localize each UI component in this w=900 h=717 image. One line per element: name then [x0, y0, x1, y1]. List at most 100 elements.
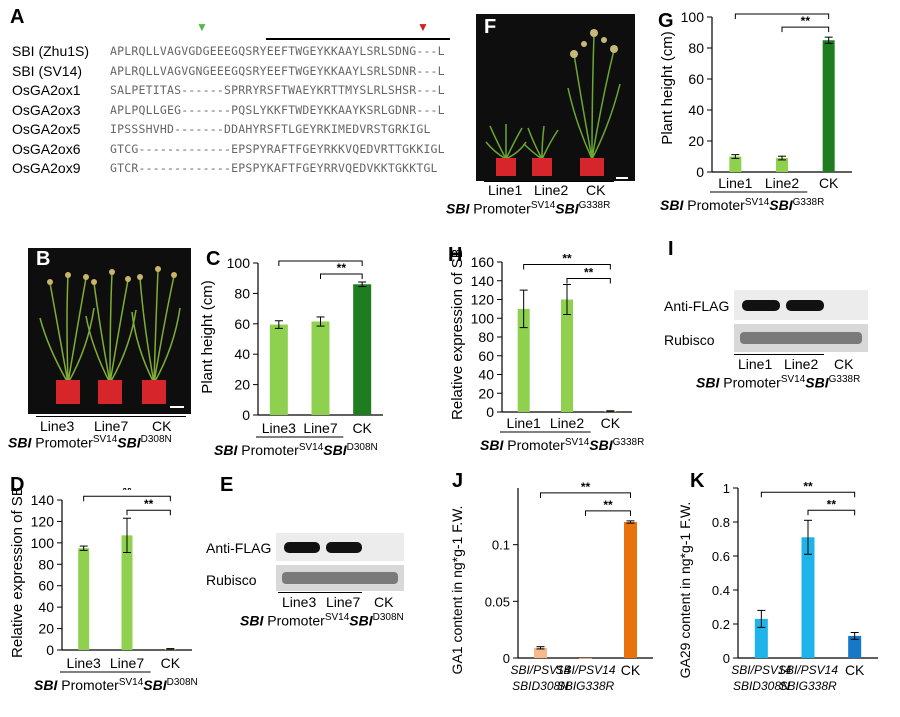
significance-bracket — [760, 491, 856, 498]
genotype-label-i: SBI PromoterSV14SBIG338R — [696, 374, 861, 391]
y-tick-label: 0 — [486, 404, 494, 420]
western-blot-flag-i — [734, 290, 868, 320]
bar — [801, 537, 815, 658]
panel-g-letter: G — [658, 10, 674, 32]
panel-d-letter: D — [10, 474, 25, 496]
significance-bracket — [781, 26, 830, 33]
lane-label-f-1: Line1 — [488, 182, 523, 198]
significance-bracket — [734, 13, 830, 19]
y-tick-label: 0.2 — [712, 617, 730, 632]
chart-h-expression: 0 20 40 60 80 100 120 140 160 Relative expression… — [449, 250, 644, 453]
bar — [269, 324, 288, 415]
lane-label-b-3: CK — [152, 418, 172, 434]
y-tick-label: 100 — [31, 535, 55, 551]
sequence-name: SBI (SV14) — [12, 62, 83, 79]
category-label: Line1 — [718, 175, 752, 191]
panel-b-letter: B — [36, 248, 51, 270]
lane-label-f-3: CK — [586, 182, 606, 198]
y-axis-label: Relative expression of SBI — [9, 488, 26, 658]
significance-bracket — [278, 260, 363, 266]
category-label: CK — [352, 420, 372, 436]
significance-label: ** — [316, 255, 326, 262]
category-label: Line3 — [67, 655, 101, 671]
bar — [78, 548, 90, 650]
western-blot-rubisco-i — [734, 324, 868, 352]
sequence-name: OsGA2ox6 — [12, 140, 81, 157]
genotype-axis-label: SBI PromoterSV14SBID308N — [214, 442, 378, 455]
sequence-name: OsGA2ox9 — [12, 160, 81, 176]
category-label: CK — [161, 655, 181, 671]
green-arrow-marker: ▼ — [196, 20, 208, 34]
significance-label: ** — [337, 261, 347, 275]
western-blot-flag-e — [276, 533, 404, 561]
genotype-axis-label: SBI PromoterSV14SBIG338R — [480, 437, 644, 453]
chart-j-ga1-content: 0 0.05 0.1 GA1 content in ng*g-1 F.W. SBI/PS… — [449, 480, 653, 693]
sequence-name: OsGA2ox3 — [12, 101, 81, 118]
lane-label-i-2: Line2 — [784, 356, 819, 372]
bar — [311, 321, 330, 415]
bar — [848, 635, 862, 658]
blot-label-anti-flag-e: Anti-FLAG — [206, 540, 272, 556]
bar — [517, 308, 530, 412]
y-tick-label: 60 — [234, 316, 250, 332]
sequence-name: OsGA2ox1 — [12, 82, 81, 98]
y-tick-label: 120 — [471, 292, 495, 308]
y-tick-label: 20 — [688, 133, 704, 149]
category-label: Line3 — [262, 420, 296, 436]
genotype-axis-label: SBI PromoterSV14SBID308N — [34, 677, 198, 693]
blot-label-rubisco-i: Rubisco — [664, 332, 715, 348]
y-tick-label: 20 — [478, 385, 494, 401]
y-tick-label: 60 — [38, 578, 54, 594]
lane-label-e-2: Line7 — [326, 594, 361, 610]
y-tick-label: 0.1 — [492, 538, 510, 553]
dwarf-rice-illustration — [485, 29, 628, 179]
panel-h-letter: H — [448, 244, 463, 266]
significance-label: ** — [581, 480, 591, 494]
western-blot-rubisco-e — [276, 565, 404, 591]
significance-bracket — [320, 273, 363, 279]
rice-plants-photo-f — [476, 14, 635, 181]
y-tick-label: 80 — [478, 329, 494, 345]
significance-bracket — [566, 278, 611, 284]
bar — [561, 299, 573, 412]
category-label-line2: SBIG338R — [557, 679, 615, 693]
bar — [624, 522, 637, 658]
panel-e-letter: E — [220, 474, 234, 496]
category-label: SBI/PSV14 — [555, 663, 615, 677]
significance-label: ** — [144, 497, 154, 511]
alignment-bracket-line — [266, 38, 450, 40]
blot-label-rubisco-e: Rubisco — [206, 572, 257, 588]
y-tick-label: 40 — [234, 346, 250, 362]
category-label: Line7 — [303, 420, 337, 436]
y-tick-label: 0 — [723, 651, 730, 666]
chart-g-plant-height: 0 20 40 60 80 100 Plant height (cm) Line1 Line2 C… — [659, 8, 852, 213]
y-tick-label: 0 — [503, 651, 510, 666]
category-label: Line2 — [765, 175, 799, 191]
significance-label: ** — [122, 488, 132, 497]
y-tick-label: 0.6 — [712, 549, 730, 564]
sequence-residues: APLRQLLVAGVGDGEEEGQSRYEEFTWGEYKKAAYLSRLS… — [110, 44, 445, 58]
y-tick-label: 20 — [234, 377, 250, 393]
genotype-label-f: SBI PromoterSV14SBIG338R — [446, 200, 611, 217]
y-axis-label: GA29 content in ng*g-1 F.W. — [677, 502, 693, 679]
lane-bracket-i — [734, 354, 824, 355]
y-axis-label: GA1 content in ng*g-1 F.W. — [449, 506, 465, 675]
category-label: CK — [845, 662, 865, 678]
category-label: SBI/PSV14 — [510, 663, 570, 677]
y-tick-label: 40 — [688, 102, 704, 118]
y-tick-label: 0.05 — [485, 594, 510, 609]
bar — [534, 647, 547, 658]
genotype-label-e: SBI PromoterSV14SBID308N — [240, 612, 404, 629]
category-label: Line7 — [110, 655, 144, 671]
sequence-residues: GTCR-------------EPSPYKAFTFGEYRRVQEDVKKT… — [110, 161, 438, 175]
y-tick-label: 40 — [38, 599, 54, 615]
bar — [754, 618, 768, 658]
y-tick-label: 0.4 — [712, 583, 730, 598]
significance-bracket — [585, 510, 631, 516]
panel-k-letter: K — [690, 470, 705, 492]
lane-label-i-3: CK — [834, 356, 854, 372]
category-label-line2: SBID308N — [512, 679, 569, 693]
category-label: CK — [819, 175, 839, 191]
y-tick-label: 100 — [681, 9, 705, 25]
y-tick-label: 80 — [688, 40, 704, 56]
